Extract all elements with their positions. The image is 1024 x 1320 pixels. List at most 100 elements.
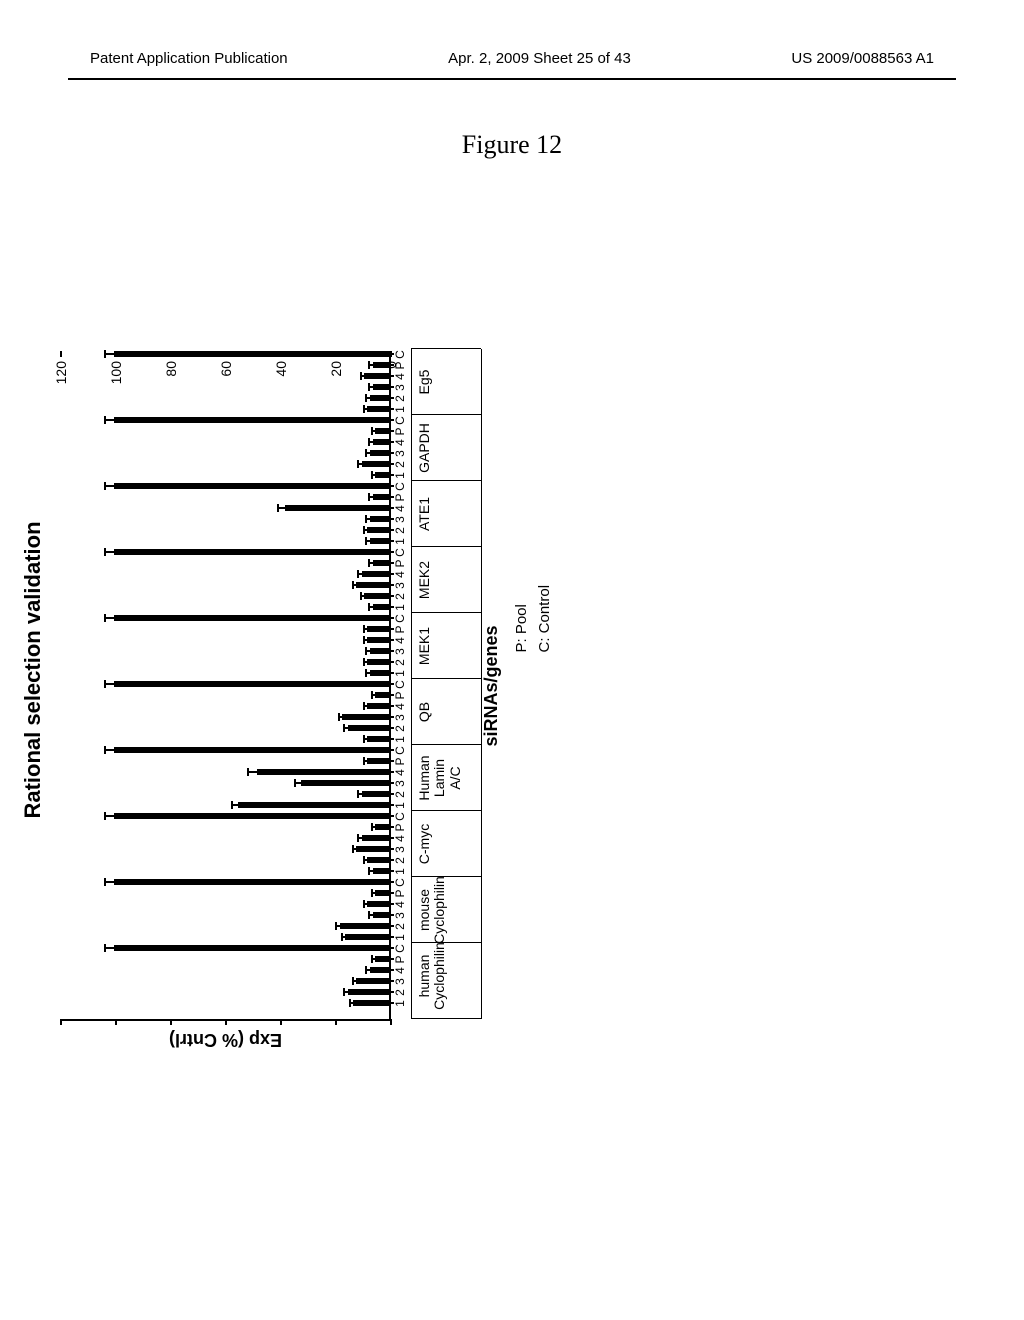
bar: [373, 440, 390, 446]
x-tick-label: P: [393, 427, 407, 435]
x-tick-label: 2: [393, 857, 407, 864]
gene-label: Eg5: [417, 370, 432, 395]
chart-title: Rational selection validation: [20, 290, 46, 1050]
x-tick-label: 3: [393, 780, 407, 787]
x-tick-label: 4: [393, 637, 407, 644]
x-tick-label: 1: [393, 802, 407, 809]
bar: [114, 880, 389, 886]
bar: [356, 979, 389, 985]
bar: [367, 660, 389, 666]
header-rule: [68, 78, 956, 80]
bar: [367, 704, 389, 710]
x-tick-label: 2: [393, 395, 407, 402]
x-tick-label: 2: [393, 461, 407, 468]
gene-label: HumanLaminA/C: [417, 755, 463, 800]
bar: [114, 352, 389, 358]
bar: [373, 385, 390, 391]
x-tick-label: P: [393, 691, 407, 699]
x-tick-label: 2: [393, 989, 407, 996]
header-center: Apr. 2, 2009 Sheet 25 of 43: [448, 50, 631, 67]
y-axis-label: Exp (% Cntrl): [169, 1029, 282, 1050]
x-tick-label: C: [393, 482, 407, 491]
bar: [375, 473, 389, 479]
bar: [375, 429, 389, 435]
bar: [114, 484, 389, 490]
x-tick-label: 1: [393, 868, 407, 875]
x-tick-label: 1: [393, 1000, 407, 1007]
bar: [114, 682, 389, 688]
x-axis-label: siRNAs/genes: [481, 625, 502, 746]
x-tick-label: 3: [393, 450, 407, 457]
x-tick-label: 4: [393, 439, 407, 446]
x-tick-label: 3: [393, 912, 407, 919]
gene-label: ATE1: [417, 497, 432, 531]
x-tick-label: C: [393, 614, 407, 623]
x-tick-label: 3: [393, 516, 407, 523]
bar: [370, 396, 389, 402]
bar: [114, 550, 389, 556]
bar: [362, 462, 390, 468]
x-tick-label: 3: [393, 714, 407, 721]
x-tick-label: 3: [393, 384, 407, 391]
bar: [373, 605, 390, 611]
gene-label: QB: [417, 702, 432, 722]
x-tick-label: 2: [393, 527, 407, 534]
bar: [114, 418, 389, 424]
gene-label: humanCyclophilin: [417, 942, 448, 1010]
x-tick-label: 4: [393, 967, 407, 974]
x-tick-label: 4: [393, 901, 407, 908]
page-header: Patent Application Publication Apr. 2, 2…: [0, 50, 1024, 67]
bar: [114, 814, 389, 820]
bar: [367, 638, 389, 644]
x-tick-label: 1: [393, 736, 407, 743]
x-tick-label: 2: [393, 923, 407, 930]
bar: [375, 957, 389, 963]
bar: [370, 671, 389, 677]
legend-pool: P: Pool: [511, 585, 534, 653]
x-tick-label: C: [393, 680, 407, 689]
bar: [367, 858, 389, 864]
x-tick-label: P: [393, 559, 407, 567]
bar: [362, 836, 390, 842]
x-tick-label: C: [393, 746, 407, 755]
gene-label: C-myc: [417, 824, 432, 864]
x-tick-label: P: [393, 889, 407, 897]
x-tick-label: 1: [393, 406, 407, 413]
figure-label: Figure 12: [462, 130, 562, 160]
x-tick-label: 3: [393, 582, 407, 589]
bar: [342, 715, 389, 721]
bar: [348, 990, 389, 996]
x-tick-label: 3: [393, 978, 407, 985]
bar: [370, 539, 389, 545]
x-tick-label: 1: [393, 670, 407, 677]
bar: [367, 627, 389, 633]
bar: [362, 572, 390, 578]
header-right: US 2009/0088563 A1: [791, 50, 934, 67]
x-tick-label: 4: [393, 571, 407, 578]
bar: [370, 451, 389, 457]
bar: [367, 737, 389, 743]
bar: [364, 374, 389, 380]
bar: [373, 495, 390, 501]
x-tick-label: P: [393, 361, 407, 369]
bar: [367, 902, 389, 908]
gene-label: GAPDH: [417, 423, 432, 473]
x-tick-label: C: [393, 812, 407, 821]
legend-control: C: Control: [534, 585, 557, 653]
bar: [370, 649, 389, 655]
x-tick-label: 2: [393, 791, 407, 798]
bar: [373, 913, 390, 919]
bar: [375, 693, 389, 699]
bar: [364, 594, 389, 600]
x-tick-label: C: [393, 548, 407, 557]
bar: [370, 968, 389, 974]
bar: [356, 847, 389, 853]
gene-label: MEK2: [417, 561, 432, 599]
x-tick-label: 3: [393, 846, 407, 853]
bar: [367, 759, 389, 765]
x-tick-label: 1: [393, 538, 407, 545]
bar: [367, 407, 389, 413]
bar: [373, 561, 390, 567]
legend: P: Pool C: Control: [511, 585, 556, 653]
x-tick-label: 1: [393, 472, 407, 479]
